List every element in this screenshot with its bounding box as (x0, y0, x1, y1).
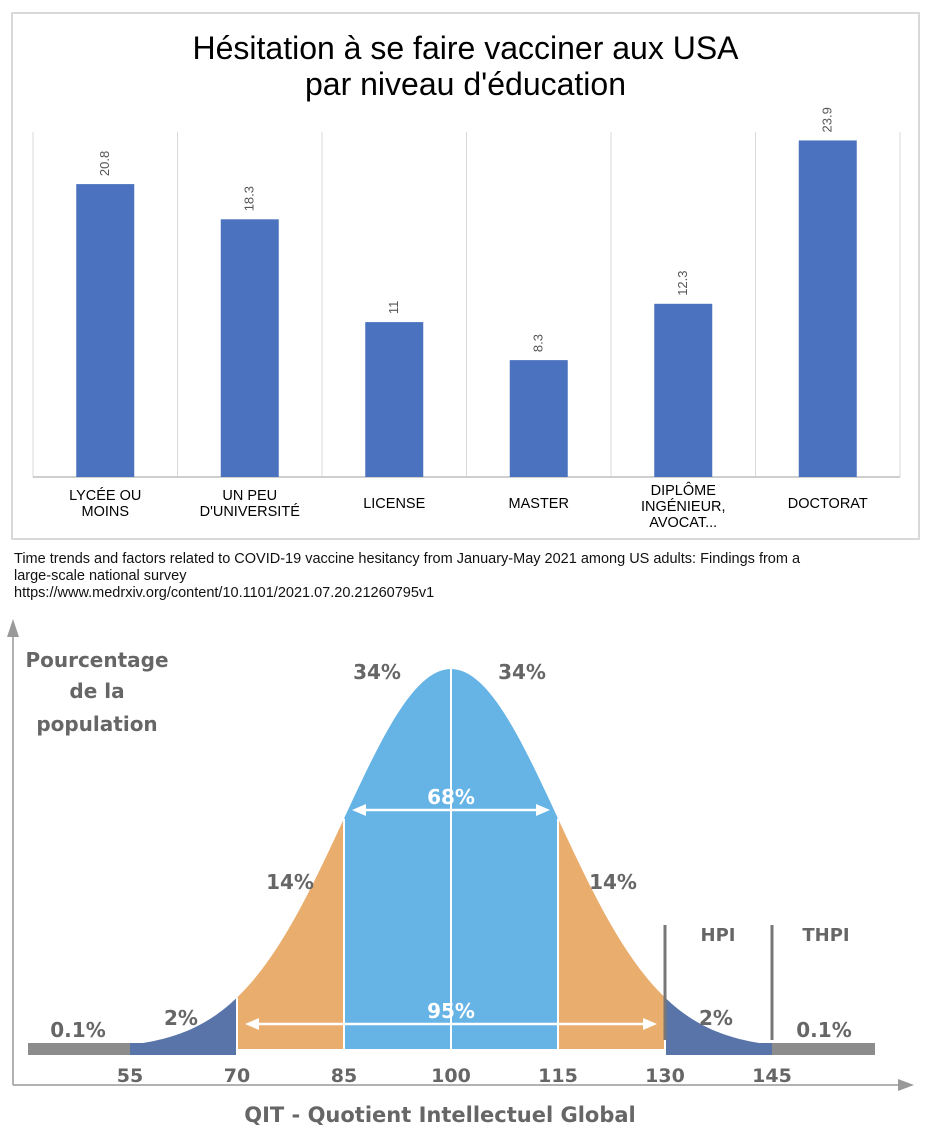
region-label-0: 0.1% (50, 1018, 105, 1042)
bar-chart-frame (11, 12, 920, 540)
region-115-130 (558, 818, 665, 1049)
source-citation: Time trends and factors related to COVID… (14, 551, 919, 602)
x-axis-arrowhead (898, 1079, 914, 1091)
chart-title: Hésitation à se faire vacciner aux USA p… (11, 30, 920, 102)
marker-label-hpi: HPI (701, 925, 736, 946)
region-40-55 (28, 1043, 130, 1055)
x-tick-label-85: 85 (331, 1065, 357, 1087)
data-label-1: 18.3 (242, 186, 257, 211)
region-label-7: 0.1% (796, 1018, 851, 1042)
region-label-3: 34% (353, 660, 401, 684)
region-145-160 (772, 1043, 875, 1055)
data-label-2: 11 (386, 301, 401, 315)
bar-2 (365, 322, 424, 477)
span-label-1: 95% (427, 999, 475, 1023)
category-label-0-0: LYCÉE OU (69, 487, 141, 504)
span-arrow-left-1 (245, 1018, 259, 1030)
category-label-0-1: MOINS (81, 504, 129, 520)
x-tick-label-55: 55 (117, 1065, 143, 1087)
region-130-145 (665, 997, 772, 1049)
bar-4 (654, 303, 713, 477)
region-label-4: 34% (498, 660, 546, 684)
iq-bell-curve-chart: 0.1% 2% 14% 34% 34% 14% 2% 0.1% 68% 95% HPI THPI 55 7… (7, 619, 914, 1127)
data-label-3: 8.3 (531, 334, 546, 352)
bar-5 (798, 140, 857, 477)
category-label-4-1: INGÉNIEUR, (641, 498, 726, 515)
category-label-3-0: MASTER (509, 496, 569, 512)
x-tick-label-115: 115 (538, 1065, 578, 1087)
tail-band-left (130, 1043, 237, 1055)
data-label-0: 20.8 (97, 151, 112, 176)
category-label-1-0: UN PEU (222, 488, 277, 504)
bar-3 (509, 360, 568, 477)
y-axis-arrowhead (7, 619, 19, 637)
x-tick-label-145: 145 (752, 1065, 792, 1087)
source-line-2: large-scale national survey (14, 568, 187, 584)
span-arrow-right-1 (643, 1018, 657, 1030)
span-arrow-right-0 (536, 804, 550, 816)
category-label-2-0: LICENSE (363, 496, 425, 512)
x-tick-label-100: 100 (431, 1065, 471, 1087)
chart-title-line-2: par niveau d'éducation (304, 66, 626, 102)
y-axis-label-line-3: population (36, 712, 157, 736)
category-label-4-2: AVOCAT... (649, 515, 717, 531)
region-label-1: 2% (164, 1006, 198, 1030)
x-tick-label-70: 70 (224, 1065, 250, 1087)
marker-label-thpi: THPI (802, 925, 849, 946)
y-axis-label-line-1: Pourcentage (25, 648, 168, 672)
x-axis-label: QIT - Quotient Intellectuel Global (244, 1103, 635, 1127)
span-label-0: 68% (427, 785, 475, 809)
tail-band-right (665, 1043, 772, 1055)
bar-1 (220, 219, 279, 477)
category-label-5-0: DOCTORAT (788, 496, 868, 512)
bar-0 (76, 184, 135, 477)
region-100-115 (451, 669, 558, 1049)
x-tick-label-130: 130 (645, 1065, 685, 1087)
data-label-5: 23.9 (820, 107, 835, 132)
source-line-1: Time trends and factors related to COVID… (14, 551, 801, 567)
region-85-100 (344, 669, 451, 1049)
region-label-5: 14% (589, 870, 637, 894)
source-url: https://www.medrxiv.org/content/10.1101/… (14, 585, 435, 601)
region-label-2: 14% (266, 870, 314, 894)
region-70-85 (237, 818, 344, 1049)
category-label-4-0: DIPLÔME (651, 482, 717, 499)
category-label-1-1: D'UNIVERSITÉ (200, 503, 301, 520)
region-55-70 (130, 997, 237, 1049)
span-arrow-left-0 (352, 804, 366, 816)
data-label-4: 12.3 (675, 270, 690, 295)
region-label-6: 2% (699, 1006, 733, 1030)
y-axis-label-line-2: de la (69, 679, 124, 703)
chart-title-line-1: Hésitation à se faire vacciner aux USA (192, 30, 739, 66)
